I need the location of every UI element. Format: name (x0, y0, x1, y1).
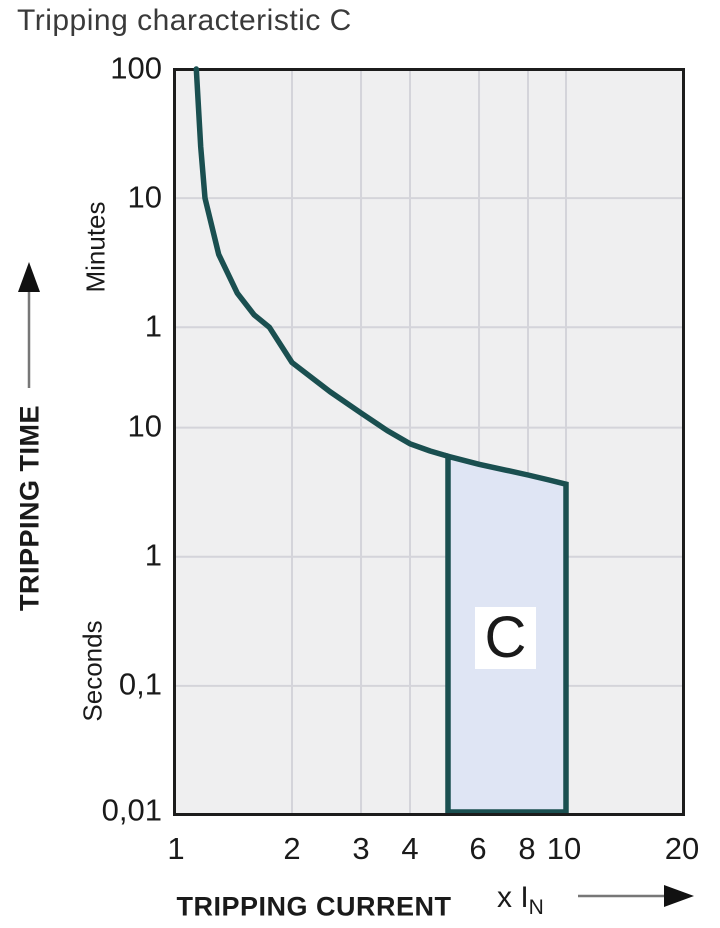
x-axis-title: TRIPPING CURRENT (176, 891, 452, 922)
x-tick-20: 20 (664, 831, 700, 866)
x-tick-8: 8 (518, 831, 536, 866)
y-tick-100-min: 100 (110, 50, 162, 86)
x-multiplier-label: x IN (497, 881, 544, 918)
y-tick-1-min: 1 (144, 308, 162, 344)
y-axis-arrow-icon (18, 262, 40, 292)
trip-curve (193, 66, 451, 460)
x-tick-2: 2 (283, 831, 301, 866)
y-tick-0p1-sec: 0,1 (118, 666, 162, 702)
y-unit-minutes: Minutes (80, 201, 111, 293)
y-tick-10-sec: 10 (127, 408, 162, 444)
y-tick-1-sec: 1 (144, 537, 162, 573)
x-tick-4: 4 (401, 831, 419, 866)
x-axis-arrow-icon (664, 885, 694, 907)
x-tick-6: 6 (469, 831, 487, 866)
plot-background (174, 69, 684, 815)
x-multiplier-subscript: N (528, 896, 544, 919)
y-unit-seconds: Seconds (77, 620, 108, 722)
x-tick-1: 1 (167, 831, 185, 866)
region-c-label: C (484, 605, 527, 670)
x-tick-10: 10 (546, 831, 582, 866)
x-tick-3: 3 (352, 831, 370, 866)
y-tick-0p01-sec: 0,01 (101, 792, 162, 828)
x-multiplier-text: x I (497, 881, 529, 914)
y-tick-10-min: 10 (127, 179, 162, 215)
y-axis-title: TRIPPING TIME (14, 404, 45, 612)
plot-border (173, 68, 685, 816)
chart-title: Tripping characteristic C (17, 4, 352, 37)
region-c-label-box: C (475, 607, 536, 669)
